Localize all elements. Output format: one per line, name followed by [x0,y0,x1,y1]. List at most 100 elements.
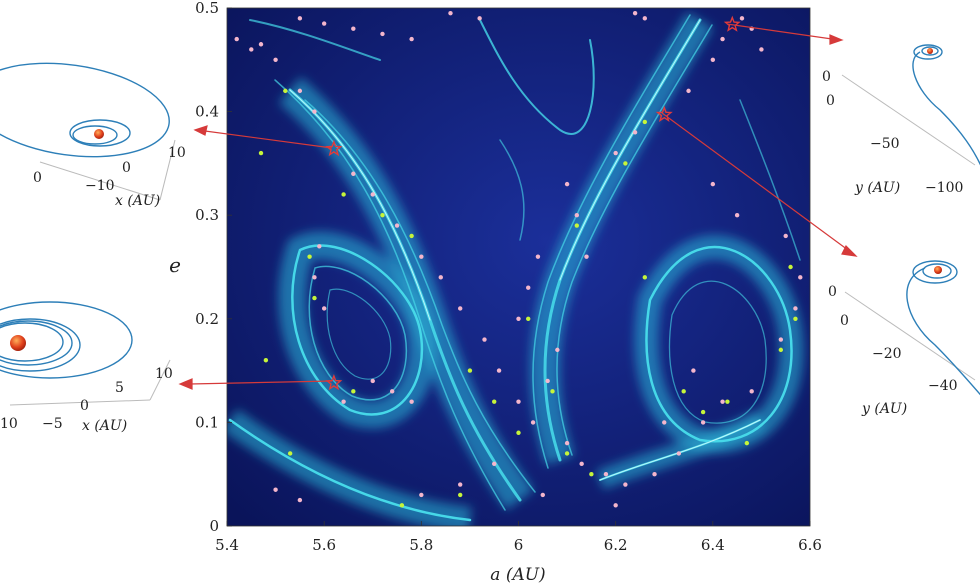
green-point [399,503,405,508]
pink-point [394,223,400,228]
pink-point [297,497,303,503]
pink-point [579,461,584,467]
orbit-lines [0,301,133,379]
x-axis-label: a (AU) [490,565,545,585]
pink-point [526,285,531,290]
pink-point [312,109,317,114]
pink-point [540,492,545,498]
pink-point [564,440,570,446]
green-point [642,275,648,280]
pink-point [389,389,395,394]
pink-point [676,451,682,456]
pink-point [739,16,745,21]
pink-point [642,16,648,21]
pink-point [258,42,264,47]
connector-arrows [178,23,858,390]
arrowhead-top-left [193,125,208,136]
pink-points [234,10,803,508]
green-points [258,88,798,508]
y-axis: 0 0.1 0.2 0.3 0.4 0.5 [195,0,232,535]
pink-point [691,368,696,373]
green-point [307,254,312,259]
x-tick-label: 6.6 [798,536,822,554]
pink-point [686,88,691,94]
pink-point [574,213,579,218]
y-tick-label: 0.3 [195,206,219,224]
pink-point [312,275,317,280]
x-tick-label: 5.6 [312,536,336,554]
pink-point [623,482,628,487]
pink-point [662,420,667,425]
x-tick-label: 5.8 [409,536,433,554]
x-tick-label: 6 [514,536,524,554]
pink-point [613,150,618,156]
arrow-bottom-left [189,380,333,385]
pink-point [458,482,463,487]
inset-bottom-right: 0 0 −20 −40 y (AU) [828,260,980,417]
green-point [287,451,293,456]
x-tick-label: 5.4 [215,536,239,554]
pink-point [438,275,443,280]
inset-tick: 0 [33,170,42,186]
pink-point [351,26,356,31]
green-point [778,347,784,353]
pink-point [458,306,463,311]
inset-tick: −100 [925,180,963,196]
inset-axis-label: y (AU) [861,401,907,417]
pink-point [321,306,327,311]
green-point [283,88,288,94]
inset-tick: 0 [80,398,89,414]
pink-point [710,57,716,62]
inset-tick: −50 [870,136,900,152]
pink-point [370,192,375,197]
green-point [574,223,579,228]
sun-icon [94,129,104,139]
pink-point [720,399,725,404]
arrowhead-bottom-left [178,378,193,390]
pink-point [555,347,560,353]
pink-point [700,420,706,425]
pink-point [341,399,346,404]
arrowhead-top-right [829,34,844,45]
pink-point [652,472,657,477]
y-tick-label: 0 [209,517,219,535]
pink-point [516,316,521,321]
pink-point [351,171,356,176]
pink-point [516,399,521,404]
pink-point [632,10,638,16]
green-point [564,451,570,456]
pink-point [720,36,725,42]
orbit-lines [906,260,980,396]
inset-tick: 0 [122,160,131,176]
green-point [725,399,730,404]
y-tick-label: 0.4 [195,103,219,121]
inset-tick: 10 [155,366,173,382]
pink-point [317,244,322,249]
inset-tick: −20 [872,346,902,362]
pink-point [482,337,487,342]
green-point [492,399,497,404]
pink-point [419,254,424,259]
sun-icon [927,48,933,54]
pink-point [793,306,798,311]
pink-point [409,36,414,42]
green-point [263,358,269,363]
x-axis: 5.4 5.6 5.8 6 6.2 6.4 6.6 [215,521,822,554]
pink-point [798,275,803,280]
green-point [550,389,555,394]
green-point [526,316,531,321]
pink-point [710,181,716,187]
green-point [589,472,594,477]
green-point [642,119,648,125]
pink-point [734,213,740,218]
structure-highlights [289,19,761,481]
inset-axis-label: x (AU) [82,418,127,434]
pink-point [564,181,570,187]
arrow-top-left [204,130,333,149]
green-point [788,264,793,270]
heatmap-panel [227,8,810,526]
pink-point [778,337,784,342]
inset-tick: 0 [828,284,837,300]
inset-tick: 10 [168,145,186,161]
